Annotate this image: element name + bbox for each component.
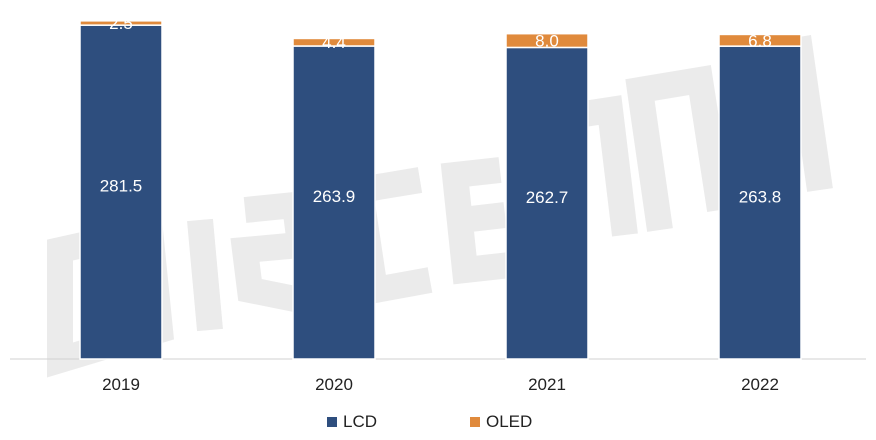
legend-swatch-oled [470, 417, 480, 427]
bar-lcd-2020 [292, 45, 376, 360]
category-labels: 2019 2020 2021 2022 [102, 375, 779, 394]
legend-item-oled: OLED [470, 412, 532, 432]
x-tick-label-2020: 2020 [315, 375, 353, 394]
legend-label-oled: OLED [486, 412, 533, 431]
x-tick-label-2022: 2022 [741, 375, 779, 394]
bar-oled-2021 [505, 32, 589, 49]
legend: LCD OLED [0, 412, 876, 436]
bar-oled-2020 [292, 37, 376, 47]
bar-lcd-2021 [505, 46, 589, 360]
legend-item-lcd: LCD [327, 412, 377, 432]
legend-swatch-lcd [327, 417, 337, 427]
data-label-oled-2022: 6.8 [748, 31, 772, 50]
data-label-oled-2020: 4.4 [322, 33, 346, 52]
bars-group: 281.5 2.5 263.9 4.4 262.7 8.0 263.8 6.8 [79, 14, 802, 360]
x-tick-label-2021: 2021 [528, 375, 566, 394]
stacked-bar-chart: 281.5 2.5 263.9 4.4 262.7 8.0 263.8 6.8 2019 202… [10, 14, 866, 394]
data-label-oled-2019: 2.5 [109, 14, 133, 33]
data-label-lcd-2022: 263.8 [739, 187, 782, 206]
data-label-lcd-2021: 262.7 [526, 188, 569, 207]
bar-lcd-2022 [718, 45, 802, 360]
data-label-oled-2021: 8.0 [535, 32, 559, 51]
legend-label-lcd: LCD [343, 412, 378, 431]
data-label-lcd-2019: 281.5 [100, 176, 143, 195]
x-tick-label-2019: 2019 [102, 375, 140, 394]
bar-oled-2022 [718, 33, 802, 47]
data-label-lcd-2020: 263.9 [313, 187, 356, 206]
bar-oled-2019 [79, 20, 163, 26]
